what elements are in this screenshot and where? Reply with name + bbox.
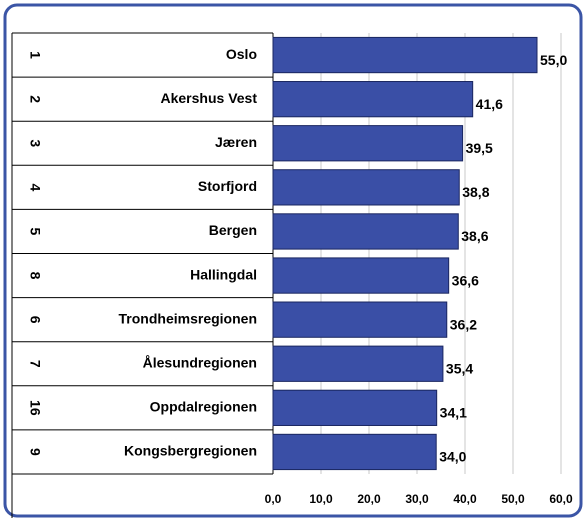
value-label: 34,1	[440, 405, 467, 421]
bar	[272, 36, 538, 74]
y-tick-label: Jæren	[215, 134, 257, 150]
bar	[272, 301, 448, 338]
value-label: 34,0	[439, 449, 466, 465]
value-label: 36,6	[452, 272, 479, 288]
bar	[272, 125, 464, 162]
value-label: 55,0	[540, 52, 567, 68]
bar	[272, 433, 437, 471]
y-tick-label: Bergen	[209, 222, 257, 238]
y-tick-label: Akershus Vest	[161, 90, 258, 106]
rank-label: 6	[27, 316, 43, 324]
y-tick-label: Trondheimsregionen	[119, 310, 257, 326]
rank-label: 2	[27, 95, 43, 103]
x-tick-label: 50,0	[501, 492, 525, 506]
y-tick-label: Oppdalregionen	[150, 399, 257, 415]
rank-label: 5	[27, 228, 43, 236]
bar	[272, 169, 460, 206]
value-label: 41,6	[476, 96, 503, 112]
x-tick-label: 10,0	[309, 492, 333, 506]
x-tick-label: 40,0	[453, 492, 477, 506]
value-label: 38,8	[462, 184, 489, 200]
x-tick-label: 0,0	[265, 492, 282, 506]
y-tick-label: Storfjord	[198, 178, 257, 194]
y-tick-label: Hallingdal	[190, 266, 257, 282]
rank-label: 1	[27, 51, 43, 59]
value-label: 36,2	[450, 316, 477, 332]
rank-label: 7	[27, 360, 43, 368]
rank-label: 9	[27, 448, 43, 456]
rank-label: 3	[27, 139, 43, 147]
value-label: 39,5	[466, 140, 493, 156]
bar	[272, 389, 438, 426]
rank-label: 8	[27, 272, 43, 280]
x-tick-label: 30,0	[405, 492, 429, 506]
bar	[272, 213, 459, 250]
value-label: 38,6	[461, 228, 488, 244]
bar	[272, 81, 474, 118]
x-tick-label: 60,0	[549, 492, 573, 506]
bar	[272, 257, 450, 294]
y-tick-label: Ålesundregionen	[143, 354, 257, 370]
value-label: 35,4	[446, 360, 473, 376]
rank-label: 16	[27, 400, 43, 416]
y-tick-label: Oslo	[226, 46, 257, 62]
x-tick-label: 20,0	[357, 492, 381, 506]
bar	[272, 345, 444, 382]
y-tick-label: Kongsbergregionen	[124, 443, 257, 459]
rank-label: 4	[27, 183, 43, 191]
